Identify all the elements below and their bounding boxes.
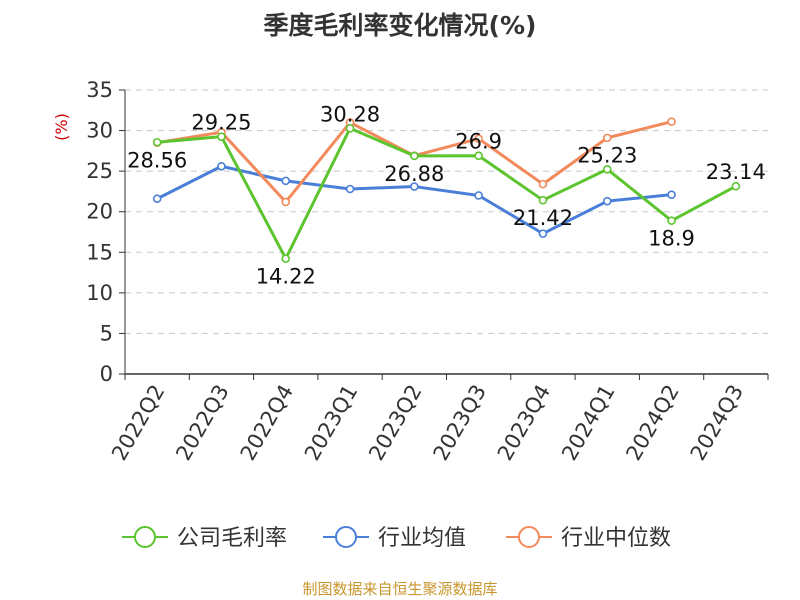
data-point: [281, 197, 291, 207]
legend-item: 行业均值: [323, 526, 466, 551]
data-point: [152, 137, 162, 147]
legend-item: 行业中位数: [506, 526, 671, 551]
data-point: [538, 179, 548, 189]
data-point: [602, 196, 612, 206]
series-1: [152, 123, 741, 263]
legend-marker-icon: [134, 526, 156, 548]
data-label: 25.23: [577, 143, 637, 167]
data-label: 26.9: [455, 130, 502, 154]
data-point: [281, 176, 291, 186]
data-point: [474, 191, 483, 200]
x-tick-label: 2024Q1: [557, 381, 619, 465]
x-tick-label: 2023Q4: [493, 381, 555, 465]
data-point: [345, 184, 355, 194]
data-label: 23.14: [706, 160, 766, 184]
data-point: [410, 151, 419, 161]
data-point: [217, 161, 226, 171]
data-point: [538, 229, 548, 238]
series-line: [157, 126, 737, 261]
data-point: [667, 117, 676, 126]
y-tick-label: 25: [86, 159, 113, 183]
data-point: [281, 254, 291, 263]
series-2: [152, 161, 676, 238]
data-point: [731, 181, 741, 191]
series-layer: [152, 117, 741, 263]
x-tick-label: 2023Q3: [429, 381, 491, 465]
legend-label: 行业中位数: [561, 526, 671, 551]
x-tick-label: 2022Q3: [171, 381, 233, 465]
legend: 公司毛利率 行业均值 行业中位数: [122, 526, 671, 551]
y-tick-label: 10: [86, 281, 113, 305]
legend-item: 公司毛利率: [122, 526, 287, 551]
chart-title: 季度毛利率变化情况(%): [263, 11, 537, 40]
x-tick-label: 2024Q2: [621, 381, 683, 465]
data-point: [410, 182, 419, 191]
data-point: [152, 194, 162, 204]
data-point: [217, 132, 226, 141]
data-point: [474, 151, 483, 161]
data-point: [538, 195, 548, 205]
data-point: [602, 133, 612, 143]
legend-label: 公司毛利率: [177, 526, 287, 551]
y-tick-label: 20: [86, 200, 113, 224]
data-point: [667, 190, 676, 199]
x-tick-label: 2022Q2: [107, 381, 169, 465]
x-tick-label: 2022Q4: [236, 381, 298, 465]
y-axis-label: (%): [52, 113, 71, 141]
data-point: [602, 164, 612, 174]
data-label: 26.88: [384, 162, 444, 186]
data-label: 29.25: [191, 111, 251, 135]
data-label: 18.9: [648, 227, 695, 251]
y-tick-label: 35: [86, 78, 113, 102]
legend-marker-icon: [518, 526, 540, 548]
data-label: 14.22: [256, 265, 316, 289]
grid-lines: [125, 89, 768, 334]
data-label: 21.42: [513, 206, 573, 230]
y-tick-label: 5: [100, 321, 113, 345]
x-tick-label: 2023Q2: [364, 381, 426, 465]
data-point: [345, 123, 355, 133]
data-point: [667, 216, 676, 225]
data-label: 30.28: [320, 102, 380, 126]
data-source-note: 制图数据来自恒生聚源数据库: [302, 580, 498, 598]
x-tick-label: 2023Q1: [300, 381, 362, 465]
data-point: [474, 134, 483, 143]
legend-marker-icon: [335, 526, 357, 548]
y-tick-label: 0: [100, 362, 113, 386]
y-tick-label: 30: [86, 119, 113, 143]
data-label: 28.56: [127, 148, 187, 172]
legend-label: 行业均值: [378, 526, 466, 551]
x-tick-label: 2024Q3: [686, 381, 748, 465]
y-tick-label: 15: [86, 240, 113, 264]
